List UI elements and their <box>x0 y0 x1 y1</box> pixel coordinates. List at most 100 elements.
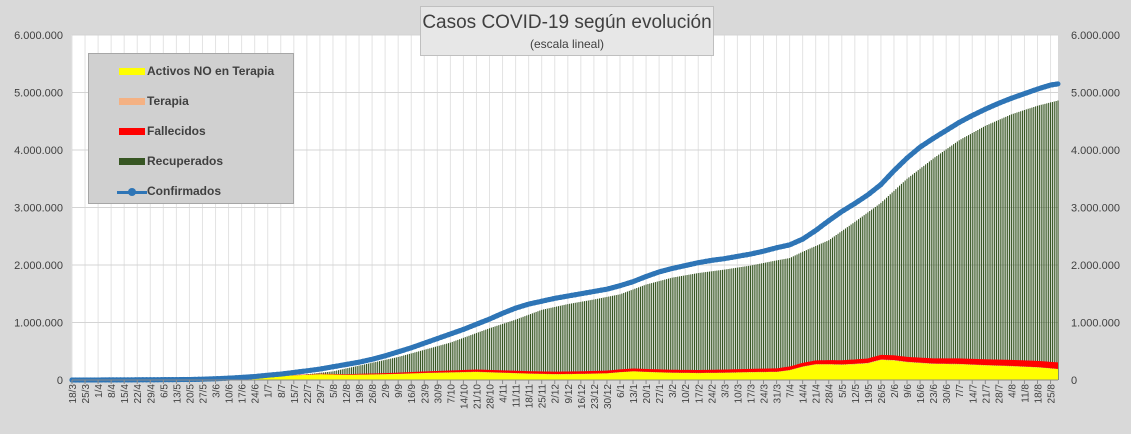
confirmados-marker <box>263 372 269 379</box>
x-tick-label: 8/7 <box>277 384 288 398</box>
x-tick-label: 21/10 <box>472 384 483 409</box>
x-tick-label: 11/8 <box>1020 384 1031 403</box>
x-tick-label: 7/7 <box>955 384 966 398</box>
confirmados-marker <box>848 203 854 209</box>
x-tick-label: 22/7 <box>303 384 314 404</box>
x-tick-label: 24/3 <box>760 384 771 404</box>
confirmados-marker <box>941 129 947 135</box>
legend-label-recuperados: Recuperados <box>147 154 224 168</box>
chart-title-box: Casos COVID-19 según evolución (escala l… <box>420 6 714 56</box>
x-tick-label: 15/4 <box>120 384 131 404</box>
confirmados-marker <box>844 205 850 211</box>
x-tick-label: 9/9 <box>394 384 405 398</box>
confirmados-marker <box>882 177 888 184</box>
y-tick-label-left: 6.000.000 <box>14 30 63 42</box>
y-tick-label-left: 4.000.000 <box>14 145 63 157</box>
chart-subtitle: (escala lineal) <box>529 37 605 51</box>
x-tick-label: 19/8 <box>355 384 366 404</box>
confirmados-marker <box>188 376 194 383</box>
x-tick-label: 28/7 <box>994 384 1005 404</box>
x-tick-label: 30/9 <box>433 384 444 404</box>
confirmados-marker <box>934 133 940 139</box>
x-tick-label: 6/5 <box>159 384 170 398</box>
confirmados-marker <box>841 207 847 213</box>
y-tick-label-right: 1.000.000 <box>1071 318 1120 330</box>
x-tick-label: 12/5 <box>851 384 862 404</box>
confirmados-marker <box>874 184 880 191</box>
x-tick-label: 9/6 <box>903 384 914 398</box>
legend-swatch-fallecidos <box>119 128 145 135</box>
confirmados-marker <box>949 124 955 130</box>
x-tick-label: 2/9 <box>381 384 392 398</box>
legend-item-confirmados: Confirmados <box>89 182 295 202</box>
x-tick-label: 31/3 <box>773 384 784 404</box>
confirmados-marker <box>896 162 903 168</box>
confirmados-marker <box>870 187 877 194</box>
confirmados-marker <box>229 375 235 381</box>
legend-marker-confirmados <box>128 188 136 196</box>
x-tick-label: 10/6 <box>225 384 236 404</box>
y-tick-label-right: 2.000.000 <box>1071 260 1120 272</box>
confirmados-marker <box>1053 81 1059 87</box>
confirmados-marker <box>237 374 243 381</box>
x-tick-label: 21/4 <box>812 384 823 404</box>
x-tick-label: 27/5 <box>198 384 209 404</box>
legend-label-confirmados: Confirmados <box>147 184 222 198</box>
confirmados-marker <box>878 181 884 188</box>
x-tick-label: 3/2 <box>668 384 679 398</box>
x-tick-label: 5/8 <box>329 384 340 398</box>
y-tick-label-left: 2.000.000 <box>14 260 63 272</box>
x-tick-label: 23/9 <box>420 384 431 404</box>
confirmados-marker <box>800 236 806 242</box>
confirmados-marker <box>814 226 821 232</box>
confirmados-marker <box>192 376 198 382</box>
x-tick-label: 18/8 <box>1033 384 1044 404</box>
confirmados-marker <box>826 218 832 224</box>
x-tick-label: 3/3 <box>720 384 731 398</box>
x-tick-label: 10/2 <box>681 384 692 404</box>
x-tick-label: 30/6 <box>942 384 953 404</box>
x-tick-label: 19/5 <box>864 384 875 404</box>
y-tick-label-left: 0 <box>57 375 63 387</box>
confirmados-marker <box>822 220 828 227</box>
x-tick-label: 28/10 <box>486 384 497 409</box>
legend-swatch-terapia <box>119 98 145 105</box>
x-tick-label: 15/7 <box>290 384 301 404</box>
confirmados-marker <box>900 159 906 165</box>
x-tick-label: 29/7 <box>316 384 327 404</box>
y-tick-label-left: 5.000.000 <box>14 88 63 100</box>
x-tick-label: 6/1 <box>616 384 627 398</box>
x-tick-label: 1/7 <box>264 384 275 398</box>
x-tick-label: 7/10 <box>446 384 457 404</box>
x-tick-label: 16/9 <box>407 384 418 404</box>
confirmados-marker <box>274 371 280 378</box>
confirmados-marker <box>867 190 873 196</box>
x-tick-label: 18/11 <box>525 384 536 409</box>
x-tick-label: 30/12 <box>603 384 614 409</box>
x-tick-label: 26/5 <box>877 384 888 404</box>
confirmados-marker <box>811 229 817 235</box>
y-tick-label-left: 1.000.000 <box>14 318 63 330</box>
x-tick-label: 13/1 <box>629 384 640 404</box>
x-tick-label: 11/11 <box>512 384 523 408</box>
x-tick-label: 18/3 <box>68 384 79 404</box>
confirmados-marker <box>837 210 843 216</box>
x-tick-label: 23/12 <box>590 384 601 409</box>
confirmados-marker <box>829 215 836 221</box>
legend-item-fallecidos: Fallecidos <box>89 122 295 142</box>
chart-legend: Activos NO en Terapia Terapia Fallecidos… <box>88 53 294 204</box>
legend-label-terapia: Terapia <box>147 94 189 108</box>
x-tick-label: 10/3 <box>733 384 744 404</box>
confirmados-marker <box>807 231 813 237</box>
x-tick-label: 22/4 <box>133 384 144 404</box>
x-tick-label: 3/6 <box>212 384 223 398</box>
x-tick-label: 17/3 <box>746 384 757 404</box>
legend-item-terapia: Terapia <box>89 92 295 112</box>
x-tick-label: 21/7 <box>981 384 992 404</box>
y-tick-label-right: 4.000.000 <box>1071 145 1120 157</box>
confirmados-marker <box>855 198 862 204</box>
x-tick-label: 14/10 <box>459 384 470 409</box>
confirmados-marker <box>833 212 839 219</box>
